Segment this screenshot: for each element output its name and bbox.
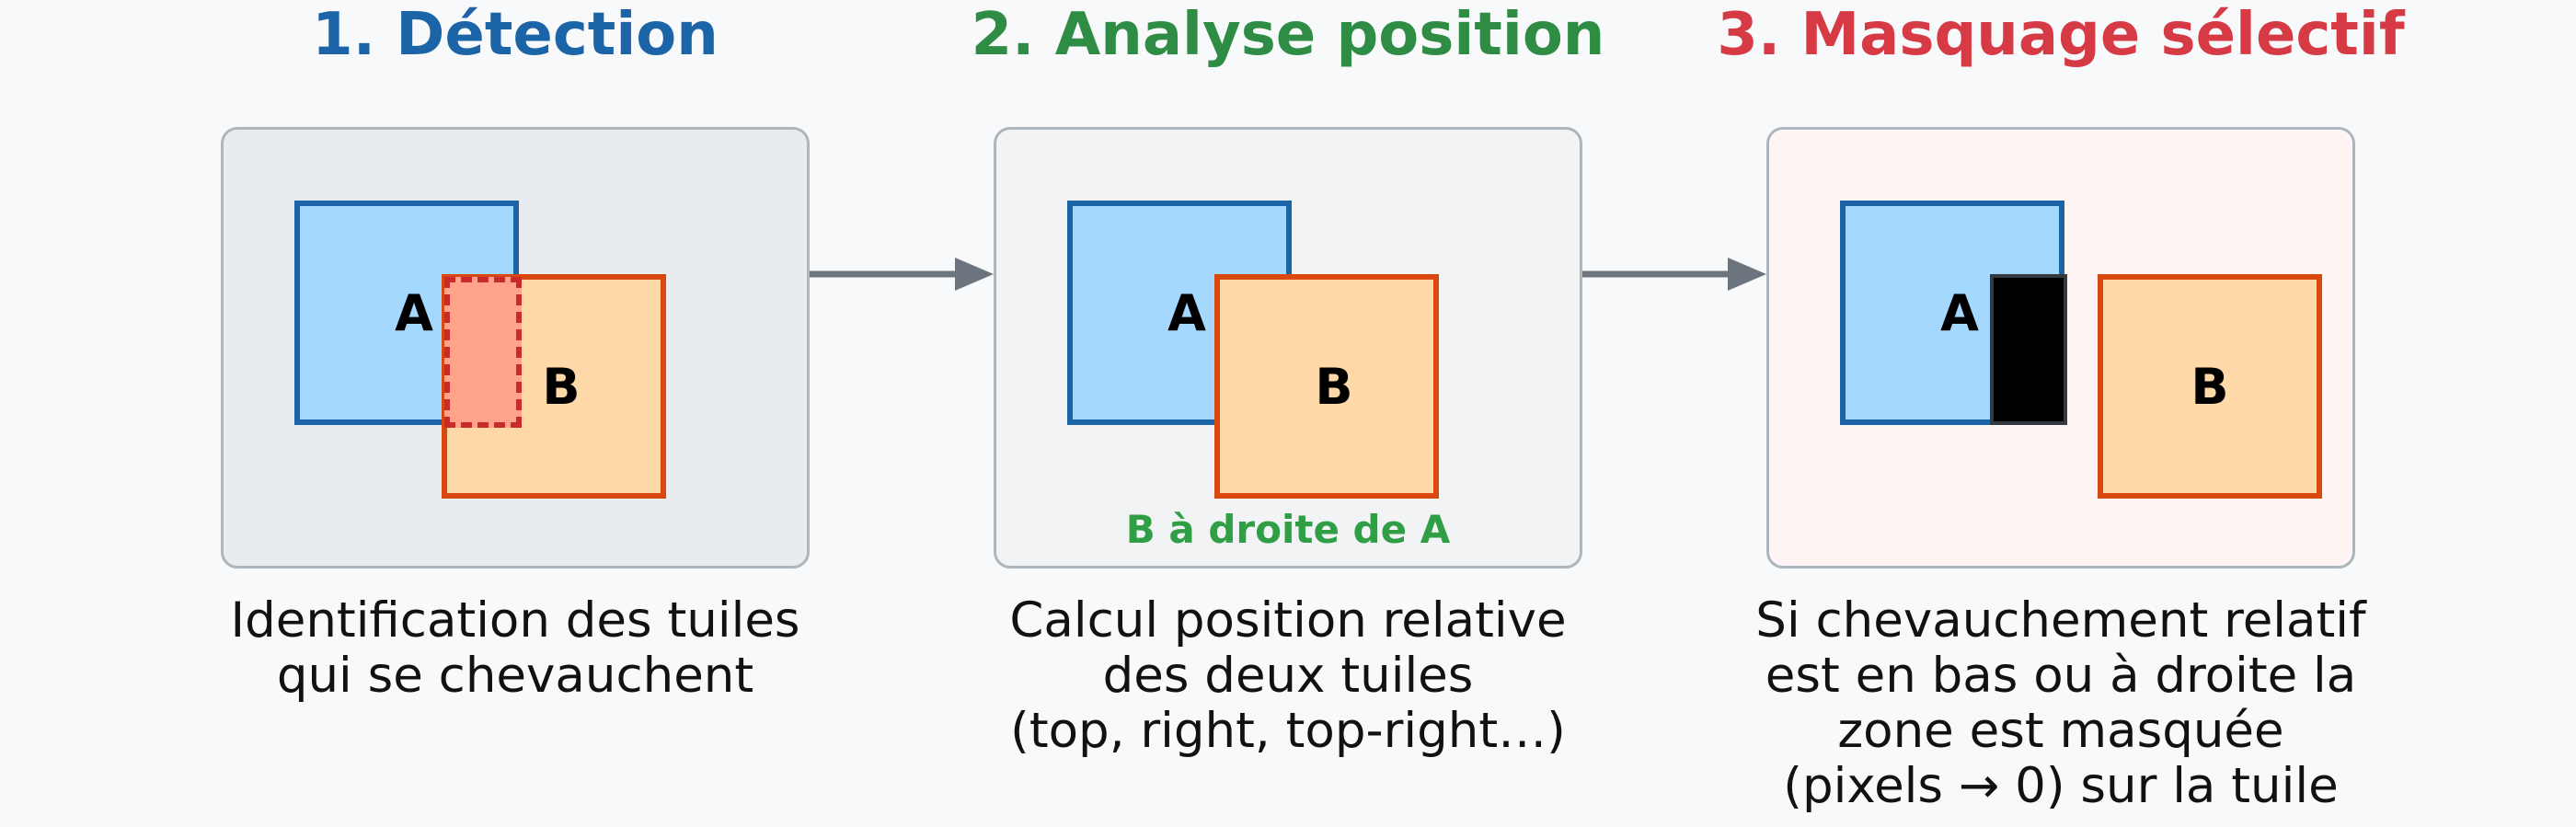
tile-a-label: A — [1940, 283, 1979, 342]
arrow-2-icon — [1582, 258, 1766, 291]
step1-desc-line: qui se chevauchent — [276, 648, 754, 704]
tile-b: B — [1214, 274, 1439, 499]
tile-b-label: B — [1315, 357, 1353, 416]
overlap-region — [444, 277, 522, 428]
step2-desc-line: des deux tuiles — [1102, 648, 1474, 704]
tile-b-label: B — [542, 357, 581, 416]
step2-desc-line: Calcul position relative — [1009, 592, 1567, 649]
step3-desc-line: zone est masquée — [1837, 703, 2284, 759]
step3-description: Si chevauchement relatif est en bas ou à… — [1693, 593, 2429, 814]
step2-desc-line: (top, right, top-right…) — [1010, 703, 1566, 759]
analysis-panel: A B B à droite de A — [994, 127, 1582, 569]
step3-title: 3. Masquage sélectif — [1717, 1, 2405, 69]
step3-desc-line: (pixels → 0) sur la tuile — [1783, 758, 2339, 814]
tile-a-label: A — [1167, 283, 1206, 342]
masked-region — [1990, 274, 2067, 425]
step3-desc-line: Si chevauchement relatif — [1755, 592, 2366, 649]
tile-b-label: B — [2191, 357, 2229, 416]
detection-panel: A B — [221, 127, 810, 569]
step1-desc-line: Identification des tuiles — [230, 592, 800, 649]
arrow-1-icon — [810, 258, 994, 291]
step1-title: 1. Détection — [312, 1, 719, 69]
masking-panel: A B — [1766, 127, 2355, 569]
tile-b: B — [2098, 274, 2322, 499]
step1-description: Identification des tuiles qui se chevauc… — [147, 593, 883, 704]
step2-title: 2. Analyse position — [971, 1, 1605, 69]
step2-description: Calcul position relative des deux tuiles… — [920, 593, 1656, 759]
step3-desc-line: est en bas ou à droite la — [1765, 648, 2357, 704]
tile-b: B — [442, 274, 666, 499]
relative-position-note: B à droite de A — [1125, 507, 1451, 552]
tile-a-label: A — [395, 283, 433, 342]
